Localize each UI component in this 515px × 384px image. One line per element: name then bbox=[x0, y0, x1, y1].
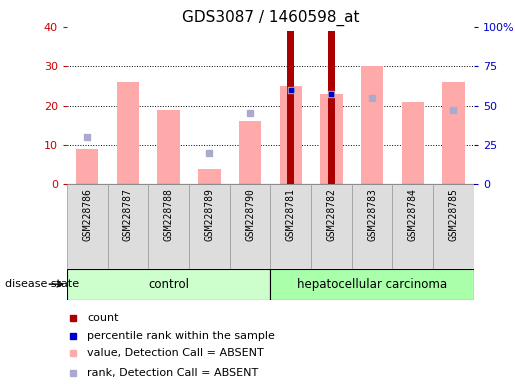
Text: GSM228782: GSM228782 bbox=[327, 189, 336, 242]
Text: GSM228785: GSM228785 bbox=[449, 189, 458, 242]
Bar bbox=[189, 184, 230, 269]
Text: hepatocellular carcinoma: hepatocellular carcinoma bbox=[297, 278, 447, 291]
Text: GSM228787: GSM228787 bbox=[123, 189, 133, 242]
Bar bbox=[392, 184, 433, 269]
Bar bbox=[280, 86, 302, 184]
Bar bbox=[361, 66, 383, 184]
Bar bbox=[442, 82, 465, 184]
Bar bbox=[117, 82, 139, 184]
Bar bbox=[158, 109, 180, 184]
Bar bbox=[270, 269, 474, 300]
Text: GSM228786: GSM228786 bbox=[82, 189, 92, 242]
Text: rank, Detection Call = ABSENT: rank, Detection Call = ABSENT bbox=[88, 368, 259, 378]
Text: disease state: disease state bbox=[5, 279, 79, 289]
Bar bbox=[67, 184, 108, 269]
Bar bbox=[320, 94, 342, 184]
Bar bbox=[239, 121, 261, 184]
Text: GSM228789: GSM228789 bbox=[204, 189, 214, 242]
Bar bbox=[230, 184, 270, 269]
Text: control: control bbox=[148, 278, 189, 291]
Title: GDS3087 / 1460598_at: GDS3087 / 1460598_at bbox=[182, 9, 359, 25]
Text: count: count bbox=[88, 313, 119, 323]
Bar bbox=[328, 31, 335, 184]
Text: GSM228783: GSM228783 bbox=[367, 189, 377, 242]
Bar bbox=[433, 184, 474, 269]
Text: GSM228788: GSM228788 bbox=[164, 189, 174, 242]
Bar bbox=[352, 184, 392, 269]
Bar bbox=[270, 184, 311, 269]
Bar bbox=[148, 184, 189, 269]
Bar bbox=[287, 31, 295, 184]
Bar bbox=[67, 269, 270, 300]
Bar bbox=[108, 184, 148, 269]
Text: percentile rank within the sample: percentile rank within the sample bbox=[88, 331, 275, 341]
Bar bbox=[76, 149, 98, 184]
Bar bbox=[198, 169, 220, 184]
Text: GSM228781: GSM228781 bbox=[286, 189, 296, 242]
Bar bbox=[402, 102, 424, 184]
Bar bbox=[311, 184, 352, 269]
Text: value, Detection Call = ABSENT: value, Detection Call = ABSENT bbox=[88, 348, 264, 358]
Text: GSM228790: GSM228790 bbox=[245, 189, 255, 242]
Text: GSM228784: GSM228784 bbox=[408, 189, 418, 242]
